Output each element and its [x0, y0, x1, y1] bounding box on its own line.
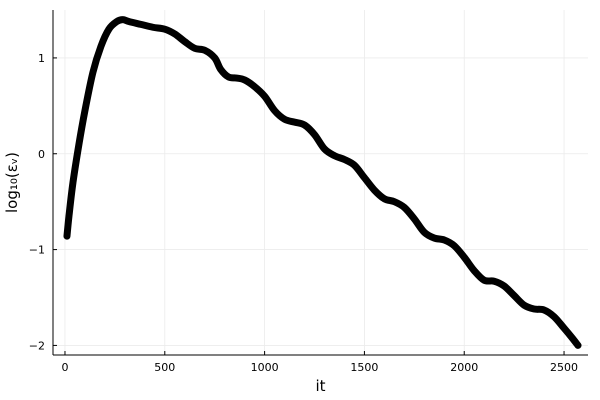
y-tick-label-1: −1 — [29, 244, 45, 257]
x-tick-label-5: 2500 — [550, 361, 578, 374]
x-tick-label-0: 0 — [61, 361, 68, 374]
x-tick-label-3: 1500 — [350, 361, 378, 374]
grid — [53, 10, 588, 355]
series-line-0 — [63, 16, 582, 349]
y-axis-label: log₁₀(εᵥ) — [3, 152, 21, 213]
x-tick-label-1: 500 — [154, 361, 175, 374]
x-tick-label-4: 2000 — [450, 361, 478, 374]
x-tick-label-2: 1000 — [251, 361, 279, 374]
ticks: 0 500 1000 1500 2000 2500 −2 −1 0 1 — [29, 52, 578, 374]
x-axis-label: it — [315, 377, 325, 395]
series — [63, 16, 582, 349]
y-tick-label-3: 1 — [38, 52, 45, 65]
y-tick-label-0: −2 — [29, 339, 45, 352]
axes — [52, 10, 588, 356]
y-tick-label-2: 0 — [38, 148, 45, 161]
